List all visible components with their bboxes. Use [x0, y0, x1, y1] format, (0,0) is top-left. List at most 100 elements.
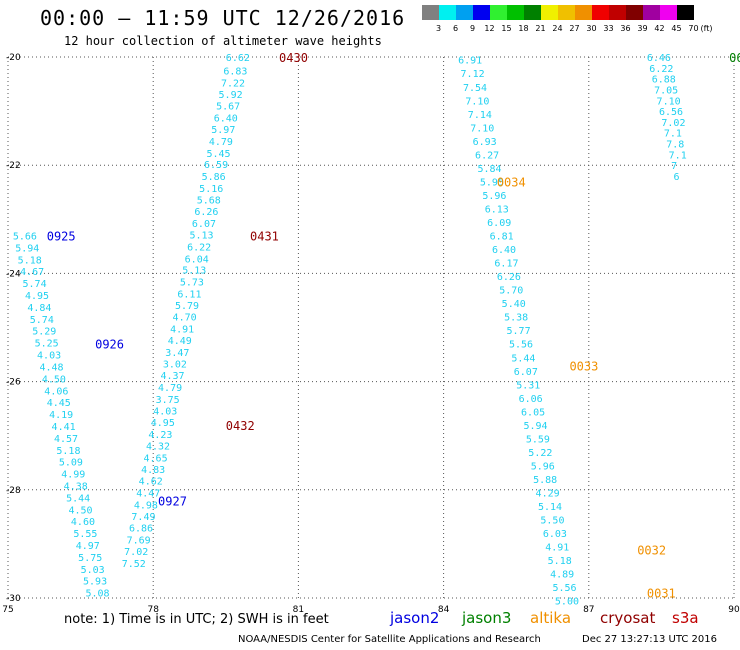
swh-value-label: 6.09	[487, 218, 511, 229]
pass-time-label: 06	[729, 51, 740, 65]
swh-value-label: 5.03	[81, 565, 105, 576]
swh-value-label: 4.50	[69, 505, 93, 516]
swh-value-label: 5.97	[211, 125, 235, 136]
legend-swatch	[524, 5, 541, 20]
swh-value-label: 5.94	[15, 243, 39, 254]
lon-tick-label: 87	[583, 605, 594, 615]
swh-value-label: 5.70	[499, 286, 523, 297]
swh-value-label: 6.40	[492, 245, 516, 256]
swh-value-label: 5.94	[523, 421, 547, 432]
swh-value-label: 5.08	[85, 589, 109, 600]
swh-value-label: 7.54	[463, 83, 487, 94]
swh-value-label: 4.45	[47, 398, 71, 409]
legend-tick-label: 3	[435, 24, 442, 33]
swh-value-label: 4.95	[151, 418, 175, 429]
swh-value-label: 5.93	[83, 577, 107, 588]
legend-tick-label: 21	[535, 24, 546, 33]
swh-value-label: 6.93	[473, 137, 497, 148]
swh-value-label: 7	[671, 161, 677, 172]
swh-value-label: 5.50	[540, 516, 564, 527]
swh-value-label: 4.38	[64, 481, 88, 492]
legend-tick-label: 27	[569, 24, 580, 33]
swh-value-label: 5.66	[13, 232, 37, 243]
legend-cryosat: cryosat	[600, 609, 656, 627]
swh-value-label: 5.13	[190, 230, 214, 241]
swh-value-label: 6.05	[521, 407, 545, 418]
swh-value-label: 6.56	[659, 107, 683, 118]
swh-value-label: 6.46	[647, 53, 671, 64]
swh-value-label: 5.88	[533, 475, 557, 486]
swh-value-label: 5.79	[175, 301, 199, 312]
lon-tick-label: 84	[438, 605, 450, 615]
lon-tick-label: 90	[728, 605, 740, 615]
swh-value-label: 5.67	[216, 102, 240, 113]
legend-swatch	[422, 5, 439, 20]
swh-value-label: 3.47	[165, 348, 189, 359]
swh-value-label: 5.16	[199, 184, 223, 195]
swh-value-label: 4.50	[42, 374, 66, 385]
swh-value-label: 6.11	[177, 289, 201, 300]
swh-value-label: 4.91	[545, 543, 569, 554]
swh-value-label: 6	[674, 172, 680, 183]
swh-value-label: 7.49	[131, 512, 155, 523]
swh-value-label: 5.84	[477, 164, 501, 175]
pass-time-label: 0430	[279, 51, 308, 65]
swh-value-label: 7.1	[664, 129, 682, 140]
legend-swatch	[490, 5, 507, 20]
swh-value-label: 7.12	[461, 69, 485, 80]
swh-value-label: 7.10	[657, 96, 681, 107]
swh-value-label: 5.74	[30, 315, 54, 326]
swh-value-label: 5.56	[509, 340, 533, 351]
swh-value-label: 5.59	[526, 434, 550, 445]
swh-value-label: 4.65	[144, 453, 168, 464]
pass-time-label: 0431	[250, 230, 279, 244]
pass-time-label: 0032	[637, 543, 666, 557]
swh-value-label: 7.14	[468, 110, 492, 121]
legend-swatch	[507, 5, 524, 20]
lat-tick-label: -24	[6, 269, 21, 279]
swh-value-label: 4.03	[37, 351, 61, 362]
swh-value-label: 6.81	[490, 232, 514, 243]
map-title: 00:00 — 11:59 UTC 12/26/2016	[40, 6, 406, 30]
swh-value-label: 4.70	[173, 313, 197, 324]
swh-value-label: 6.03	[543, 529, 567, 540]
swh-value-label: 5.68	[197, 195, 221, 206]
legend-tick-label: 18	[518, 24, 529, 33]
legend-tick-label: 42	[654, 24, 665, 33]
swh-value-label: 6.22	[649, 64, 673, 75]
legend-swatch	[626, 5, 643, 20]
swh-value-label: 5.96	[531, 461, 555, 472]
pass-time-label: 0034	[497, 175, 526, 189]
legend-tick-label: 15	[501, 24, 512, 33]
swh-value-label: 5.31	[516, 380, 540, 391]
swh-value-label: 6.07	[514, 367, 538, 378]
swh-value-label: 6.40	[214, 114, 238, 125]
legend-tick-label: 45	[671, 24, 682, 33]
swh-value-label: 4.91	[170, 325, 194, 336]
swh-value-label: 4.79	[158, 383, 182, 394]
swh-value-label: 6.88	[652, 75, 676, 86]
swh-value-label: 7.1	[669, 150, 687, 161]
swh-value-label: 4.84	[27, 303, 51, 314]
legend-jason3: jason3	[462, 609, 512, 627]
swh-value-label: 4.29	[536, 489, 560, 500]
swh-value-label: 5.13	[182, 266, 206, 277]
lat-tick-label: -30	[6, 594, 21, 604]
swh-value-label: 4.95	[25, 291, 49, 302]
swh-value-label: 5.18	[18, 255, 42, 266]
swh-value-label: 4.19	[49, 410, 73, 421]
swh-value-label: 5.29	[32, 327, 56, 338]
pass-time-label: 0033	[569, 359, 598, 373]
swh-value-label: 4.49	[168, 336, 192, 347]
pass-time-label: 0926	[95, 338, 124, 352]
legend-swatch	[473, 5, 490, 20]
swh-value-label: 4.23	[148, 430, 172, 441]
swh-value-label: 5.18	[548, 556, 572, 567]
swh-value-label: 4.48	[39, 362, 63, 373]
swh-value-label: 4.47	[136, 489, 160, 500]
legend-swatch	[541, 5, 558, 20]
pass-time-label: 0031	[647, 587, 676, 601]
swh-value-label: 5.25	[35, 339, 59, 350]
legend-swatch	[456, 5, 473, 20]
